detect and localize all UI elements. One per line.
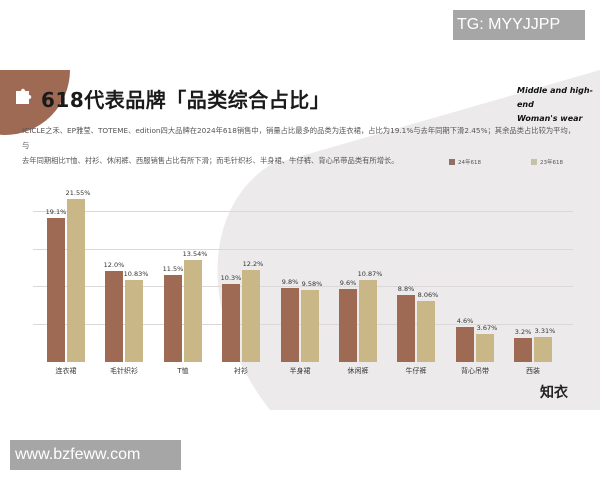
bar-2024 — [397, 295, 415, 362]
bar-value-label: 8.06% — [417, 291, 439, 300]
zhiyi-logo: 知衣 — [540, 385, 568, 401]
bar-2024 — [339, 289, 357, 362]
bar-value-label: 21.55% — [65, 189, 91, 198]
slide: 618代表品牌「品类综合占比」 Middle and high-end Woma… — [0, 70, 600, 410]
category-label: 半身裙 — [289, 367, 311, 375]
bar-value-label: 3.31% — [534, 326, 556, 335]
bar-value-label: 10.87% — [357, 269, 383, 278]
bar-2023 — [67, 199, 85, 362]
bar-2023 — [125, 280, 143, 362]
bar-2024 — [222, 284, 240, 362]
watermark-tg: TG: MYYJJPP — [453, 10, 585, 40]
bar-value-label: 13.54% — [182, 249, 208, 258]
bar-2024 — [281, 287, 299, 362]
bar-value-label: 12.0% — [103, 261, 125, 270]
gridline — [33, 248, 573, 250]
legend-label-2023: 23年618 — [540, 160, 563, 166]
page-title: 618代表品牌「品类综合占比」 — [41, 88, 331, 112]
description-line-2: 去年同期相比T恤、衬衫、休闲裤、西服销售占比有所下滑；而毛针织衫、半身裙、牛仔裤… — [22, 156, 399, 165]
category-label: 连衣裙 — [55, 367, 77, 375]
background-shape — [217, 70, 600, 410]
bar-2024 — [47, 217, 65, 362]
page-subtitle: Middle and high-end Woman's wear — [517, 84, 600, 126]
bar-2023 — [417, 301, 435, 362]
description: ICICLE之禾、EP雅莹、TOTEME、edition四大品牌在2024年61… — [22, 123, 582, 168]
bar-value-label: 10.83% — [123, 270, 149, 279]
gridline — [33, 286, 573, 288]
category-label: T恤 — [177, 367, 189, 375]
category-label: 休闲裤 — [347, 367, 369, 375]
bar-2023 — [242, 269, 260, 362]
bar-2024 — [164, 275, 182, 362]
subtitle-line-1: Middle and high-end — [517, 86, 593, 109]
puzzle-piece-icon — [16, 88, 32, 104]
bar-2024 — [514, 337, 532, 362]
bar-value-label: 3.2% — [514, 327, 532, 336]
bar-value-label: 8.8% — [397, 285, 415, 294]
bar-value-label: 19.1% — [45, 207, 67, 216]
legend-item-2024: 24年618 — [449, 158, 481, 166]
bar-value-label: 9.58% — [301, 279, 323, 288]
description-line-1: ICICLE之禾、EP雅莹、TOTEME、edition四大品牌在2024年61… — [22, 126, 576, 150]
bar-value-label: 9.8% — [281, 277, 299, 286]
bar-value-label: 11.5% — [162, 265, 184, 274]
legend-label-2024: 24年618 — [458, 160, 481, 166]
bar-2023 — [301, 289, 319, 362]
watermark-url: www.bzfeww.com — [10, 440, 181, 470]
bar-value-label: 12.2% — [242, 259, 264, 268]
gridline — [33, 210, 573, 212]
subtitle-line-2: Woman's wear — [517, 114, 583, 123]
bar-value-label: 4.6% — [456, 317, 474, 326]
category-label: 衬衫 — [234, 367, 248, 375]
category-label: 西装 — [526, 367, 540, 375]
bar-2023 — [476, 334, 494, 362]
bar-2023 — [184, 259, 202, 362]
bar-2024 — [105, 271, 123, 362]
category-label: 牛仔裤 — [405, 367, 427, 375]
legend-swatch-2023 — [531, 159, 537, 165]
category-label: 毛针织衫 — [110, 367, 138, 375]
bar-2024 — [456, 327, 474, 362]
category-label: 背心吊带 — [461, 367, 489, 375]
bar-value-label: 9.6% — [339, 279, 357, 288]
bar-value-label: 10.3% — [220, 274, 242, 283]
bar-value-label: 3.67% — [476, 324, 498, 333]
bar-2023 — [359, 279, 377, 362]
legend-item-2023: 23年618 — [531, 158, 563, 166]
bar-2023 — [534, 336, 552, 362]
legend-swatch-2024 — [449, 159, 455, 165]
